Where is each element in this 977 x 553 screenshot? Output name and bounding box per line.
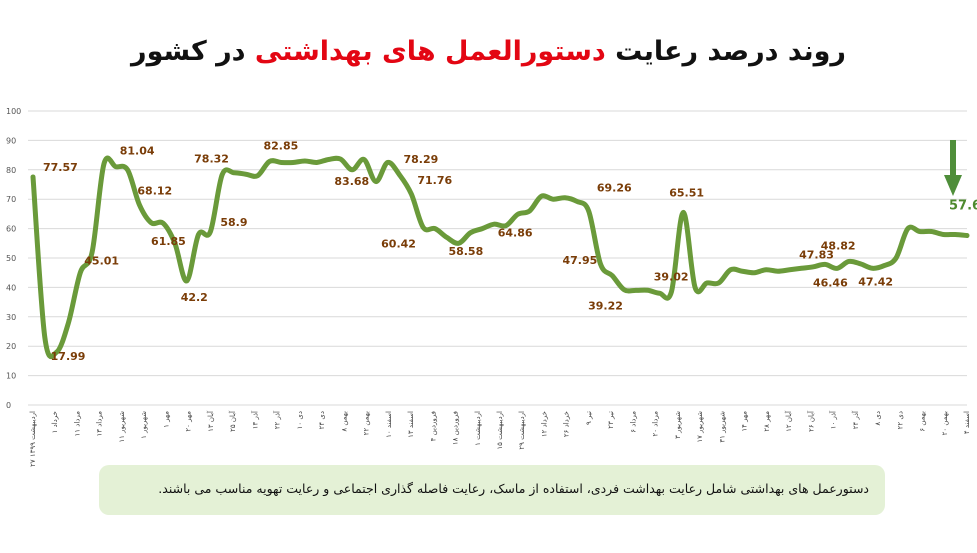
x-tick-label: ۳ شهریور (674, 411, 682, 439)
x-tick-label: ۱ مهر (162, 411, 170, 428)
arrow-shaft (950, 140, 956, 176)
data-label: 47.95 (562, 254, 597, 267)
y-tick-label: 20 (6, 342, 16, 351)
data-label: 39.22 (588, 300, 623, 313)
x-tick-label: ۱ اردیبهشت (474, 411, 482, 446)
x-tick-label: ۶ بهمن (919, 411, 927, 432)
x-tick-label: ۲۴ آذر (851, 410, 860, 429)
title-part-2: در کشور (131, 36, 255, 67)
x-tick-label: ۲۷ اردیبهشت ۱۳۹۹ (29, 411, 37, 467)
x-tick-label: ۲۲ بهمن (363, 411, 371, 435)
x-tick-label: ۱۰ اسفند (385, 411, 393, 438)
x-tick-label: ۲۰ مرداد (652, 411, 660, 437)
data-label: 48.82 (821, 239, 856, 252)
x-tick-label: ۱۲ خرداد (540, 411, 548, 437)
y-tick-label: 40 (6, 283, 16, 292)
x-tick-label: ۲۶ آبان (806, 410, 815, 432)
y-tick-label: 80 (6, 166, 16, 175)
data-label: 65.51 (669, 186, 704, 199)
x-tick-label: ۲۰ بهمن (941, 411, 949, 435)
data-label: 57.64 (949, 199, 977, 214)
x-tick-label: ۴ اسفند (963, 411, 971, 434)
data-label: 78.32 (194, 153, 229, 166)
arrow-head (944, 175, 962, 196)
data-label: 42.2 (181, 291, 208, 304)
data-label: 64.86 (498, 226, 533, 239)
note-text: دستورعمل های بهداشتی شامل رعایت بهداشت ف… (158, 481, 869, 496)
down-arrow-icon (944, 140, 962, 196)
x-tick-label: ۱۵ اردیبهشت (496, 411, 504, 450)
x-tick-label: ۶ مرداد (629, 411, 637, 433)
series-compliance (30, 155, 970, 360)
data-label: 58.9 (220, 216, 247, 229)
x-tick-label: ۱۳ مرداد (96, 411, 104, 437)
x-tick-label: ۲۰ مهر (185, 411, 193, 432)
data-label: 46.46 (813, 276, 848, 289)
data-label: 83.68 (334, 175, 369, 188)
x-tick-label: ۲۸ مهر (763, 411, 771, 432)
x-tick-label: ۹ تیر (585, 411, 593, 425)
x-tick-label: ۱۳ اسفند (407, 411, 415, 438)
x-tick-label: ۲۶ خرداد (563, 411, 571, 437)
x-tick-label: ۱۱ شهریور (118, 411, 126, 443)
data-label: 47.42 (858, 276, 893, 289)
chart-title: روند درصد رعایت دستورالعمل های بهداشتی د… (0, 36, 977, 67)
y-tick-label: 50 (6, 254, 16, 263)
x-tick-label: ۱ شهریور (140, 411, 148, 439)
x-tick-label: ۲۴ دی (318, 411, 326, 429)
x-tick-label: ۱۳ آبان (206, 410, 215, 432)
y-tick-label: 90 (6, 136, 16, 145)
x-tick-label: ۱۲ آبان (784, 410, 793, 432)
x-tick-label: ۲۳ تیر (607, 411, 615, 429)
data-labels: 77.57 17.99 45.01 81.04 68.12 61.85 42.2 58.9 78… (43, 139, 977, 363)
x-tick-label: ۱۳ آذر (250, 410, 259, 429)
x-axis-ticks: ۲۷ اردیبهشت ۱۳۹۹ ۱ خرداد ۱۱ مرداد ۱۳ مرداد ۱… (29, 410, 971, 467)
data-label: 61.85 (151, 235, 186, 248)
y-tick-label: 30 (6, 313, 16, 322)
y-axis-ticks: 0 10 20 30 40 50 60 70 80 90 100 (6, 107, 21, 410)
data-label: 69.26 (597, 181, 632, 194)
x-tick-label: ۱۱ مرداد (73, 411, 81, 437)
x-tick-label: ۲۲ دی (896, 411, 904, 429)
x-tick-label: ۱۴ مهر (741, 411, 749, 432)
y-tick-label: 0 (6, 401, 11, 410)
data-label: 71.76 (417, 174, 452, 187)
x-tick-label: ۱ خرداد (51, 411, 59, 433)
x-tick-label: ۱۷ شهریور (696, 411, 704, 443)
data-label: 78.29 (404, 153, 439, 166)
data-label: 60.42 (381, 237, 416, 250)
x-tick-label: ۸ بهمن (340, 411, 348, 432)
grid-lines (28, 110, 967, 406)
x-tick-label: ۲۲ آذر (273, 410, 282, 429)
y-tick-label: 70 (6, 195, 16, 204)
x-tick-label: ۲۵ آبان (228, 410, 237, 432)
series-line (30, 155, 970, 360)
x-tick-label: ۱۰ آذر (829, 410, 838, 429)
data-label: 68.12 (137, 185, 172, 198)
data-label: 82.85 (263, 139, 298, 152)
y-tick-label: 10 (6, 372, 16, 381)
data-label: 45.01 (84, 255, 119, 268)
y-tick-label: 60 (6, 225, 16, 234)
data-label: 81.04 (120, 145, 155, 158)
x-tick-label: ۳۱ شهریور (718, 411, 726, 443)
x-tick-label: ۱۸ فروردین (452, 411, 460, 445)
data-label: 47.83 (799, 248, 834, 261)
data-label: 77.57 (43, 161, 78, 174)
x-tick-label: ۱۰ دی (296, 411, 304, 429)
data-label: 58.58 (448, 245, 483, 258)
note-box: دستورعمل های بهداشتی شامل رعایت بهداشت ف… (99, 465, 885, 515)
y-tick-label: 100 (6, 107, 21, 116)
title-part-1: روند درصد رعایت (605, 36, 846, 67)
data-label: 39.02 (654, 270, 689, 283)
x-tick-label: ۸ دی (874, 411, 882, 426)
x-tick-label: ۴ فروردین (429, 411, 437, 441)
title-highlight: دستورالعمل های بهداشتی (254, 36, 606, 67)
x-tick-label: ۲۹ اردیبهشت (518, 411, 526, 450)
data-label: 17.99 (51, 350, 86, 363)
